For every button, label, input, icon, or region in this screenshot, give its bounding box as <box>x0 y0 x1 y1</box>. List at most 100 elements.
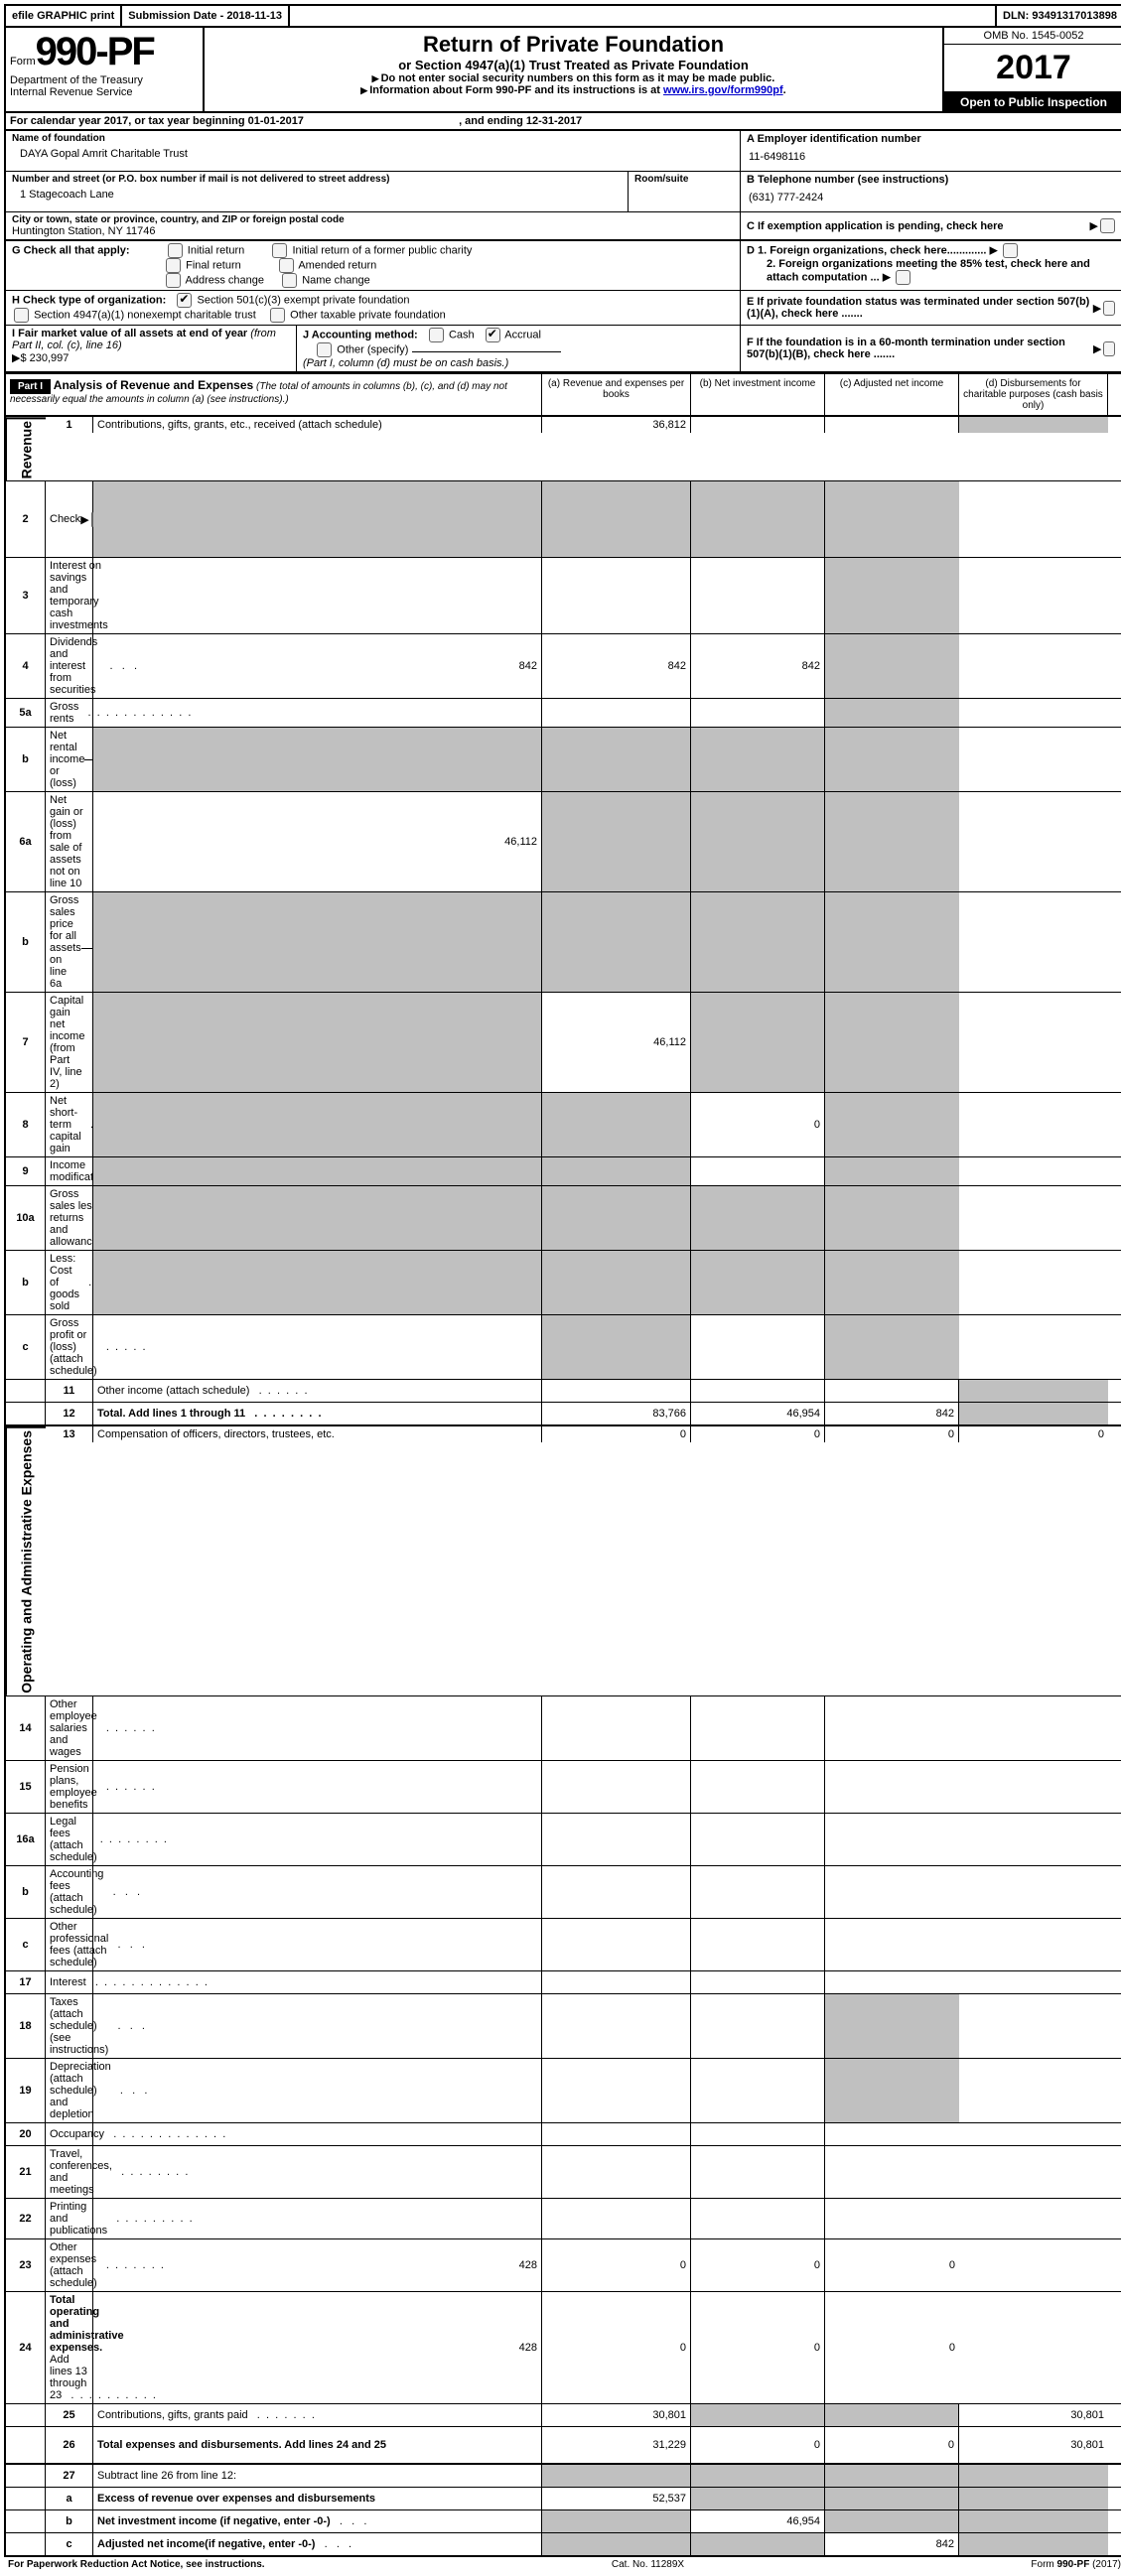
g-opt-5: Name change <box>302 274 370 286</box>
h-501c3-checkbox[interactable] <box>177 293 192 308</box>
cal-mid: , and ending <box>459 115 526 127</box>
line-5a-a <box>93 699 542 727</box>
f-checkbox[interactable] <box>1103 341 1115 356</box>
j-accrual-checkbox[interactable] <box>486 328 500 342</box>
line-25-label: Contributions, gifts, grants paid . . . … <box>93 2404 542 2426</box>
line-6b-c <box>691 892 825 992</box>
line-11: 11 Other income (attach schedule) . . . … <box>6 1380 1121 1403</box>
line-5b: b Net rental income or (loss) <box>6 728 1121 792</box>
line-18-b <box>542 1994 691 2058</box>
line-5b-num: b <box>6 728 46 791</box>
line-7-d <box>825 993 959 1092</box>
g-initial-public-checkbox[interactable] <box>272 243 287 258</box>
g-final-checkbox[interactable] <box>166 258 181 273</box>
e-cell: E If private foundation status was termi… <box>741 291 1121 325</box>
line-15: 15 Pension plans, employee benefits . . … <box>6 1761 1121 1814</box>
d1-checkbox[interactable] <box>1003 243 1018 258</box>
line-27b-d <box>959 2510 1108 2532</box>
line-12-num: 12 <box>46 1403 93 1424</box>
line-4-num: 4 <box>6 634 46 698</box>
line-2-checkbox[interactable] <box>91 512 93 527</box>
line-10a-label: Gross sales less returns and allowances <box>46 1186 93 1250</box>
line-15-d <box>825 1761 959 1813</box>
line-7: 7 Capital gain net income (from Part IV,… <box>6 993 1121 1093</box>
c-checkbox[interactable] <box>1100 218 1115 233</box>
line-9: 9 Income modifications . . . . . . . . . <box>6 1157 1121 1186</box>
revenue-vert-label: Revenue <box>6 417 46 480</box>
j-cash: Cash <box>449 329 475 340</box>
instructions-note: Information about Form 990-PF and its in… <box>209 84 938 96</box>
line-11-a <box>542 1380 691 1402</box>
line-8-a <box>93 1093 542 1156</box>
e-checkbox[interactable] <box>1103 301 1115 316</box>
line-27c-c: 842 <box>825 2533 959 2555</box>
line-3-d <box>825 558 959 633</box>
line-16c-num: c <box>6 1919 46 1970</box>
footer-right: Form 990-PF (2017) <box>1031 2559 1121 2570</box>
g-opt-4: Address change <box>186 274 265 286</box>
h-other-checkbox[interactable] <box>270 308 285 323</box>
line-11-num: 11 <box>46 1380 93 1402</box>
spacer <box>290 6 997 26</box>
g-initial-checkbox[interactable] <box>168 243 183 258</box>
line-5b-label: Net rental income or (loss) <box>46 728 93 791</box>
d2-checkbox[interactable] <box>896 270 911 285</box>
line-24-c: 0 <box>691 2292 825 2403</box>
line-13-b: 0 <box>691 1426 825 1442</box>
calendar-year-row: For calendar year 2017, or tax year begi… <box>4 113 1121 131</box>
efile-button[interactable]: efile GRAPHIC print <box>6 6 122 26</box>
line-6b-b <box>542 892 691 992</box>
line-14-b <box>542 1696 691 1760</box>
line-23-num: 23 <box>6 2239 46 2291</box>
j-cash-checkbox[interactable] <box>429 328 444 342</box>
line-2-d <box>825 481 959 557</box>
line-27b-label: Net investment income (if negative, ente… <box>93 2510 542 2532</box>
j-other-checkbox[interactable] <box>317 342 332 357</box>
g-opt-3: Amended return <box>298 259 376 271</box>
line-15-label: Pension plans, employee benefits . . . .… <box>46 1761 93 1813</box>
line-22: 22 Printing and publications . . . . . .… <box>6 2199 1121 2239</box>
line-14: 14 Other employee salaries and wages . .… <box>6 1696 1121 1761</box>
line-14-label: Other employee salaries and wages . . . … <box>46 1696 93 1760</box>
line-10a-d <box>825 1186 959 1250</box>
g-label: G Check all that apply: <box>12 244 130 256</box>
line-6a-d <box>825 792 959 891</box>
line-10a-c <box>691 1186 825 1250</box>
line-2-a <box>93 481 542 557</box>
g-amended-checkbox[interactable] <box>279 258 294 273</box>
line-20-num: 20 <box>6 2123 46 2145</box>
line-27a-a: 52,537 <box>542 2488 691 2509</box>
line-22-d <box>825 2199 959 2238</box>
line-14-num: 14 <box>6 1696 46 1760</box>
d2-label: 2. Foreign organizations meeting the 85%… <box>767 258 1090 283</box>
line-22-a <box>93 2199 542 2238</box>
instructions-link[interactable]: www.irs.gov/form990pf <box>663 84 783 96</box>
line-25-num: 25 <box>46 2404 93 2426</box>
part1-header-cell: Part I Analysis of Revenue and Expenses … <box>6 374 542 415</box>
h-4947-checkbox[interactable] <box>14 308 29 323</box>
line-11-c <box>825 1380 959 1402</box>
line-1: Revenue 1 Contributions, gifts, grants, … <box>6 417 1121 481</box>
line-27a-b <box>691 2488 825 2509</box>
city-cell: City or town, state or province, country… <box>6 212 741 239</box>
g-address-checkbox[interactable] <box>166 273 181 288</box>
line-7-b: 46,112 <box>542 993 691 1092</box>
line-27-a <box>542 2465 691 2487</box>
line-26-d: 30,801 <box>959 2427 1108 2463</box>
line-19-b <box>542 2059 691 2122</box>
line-10c-a <box>93 1315 542 1379</box>
g-name-checkbox[interactable] <box>282 273 297 288</box>
line-1-a: 36,812 <box>542 417 691 433</box>
line-3: 3 Interest on savings and temporary cash… <box>6 558 1121 634</box>
line-16c: c Other professional fees (attach schedu… <box>6 1919 1121 1971</box>
line-5a-d <box>825 699 959 727</box>
col-b-header: (b) Net investment income <box>691 374 825 415</box>
room-label: Room/suite <box>634 174 734 185</box>
line-13-label: Compensation of officers, directors, tru… <box>93 1426 542 1442</box>
line-16b-b <box>542 1866 691 1918</box>
line-20-b <box>542 2123 691 2145</box>
line-16a-d <box>825 1814 959 1865</box>
line-19-num: 19 <box>6 2059 46 2122</box>
line-26: 26 Total expenses and disbursements. Add… <box>6 2427 1121 2465</box>
line-10c-label: Gross profit or (loss) (attach schedule)… <box>46 1315 93 1379</box>
